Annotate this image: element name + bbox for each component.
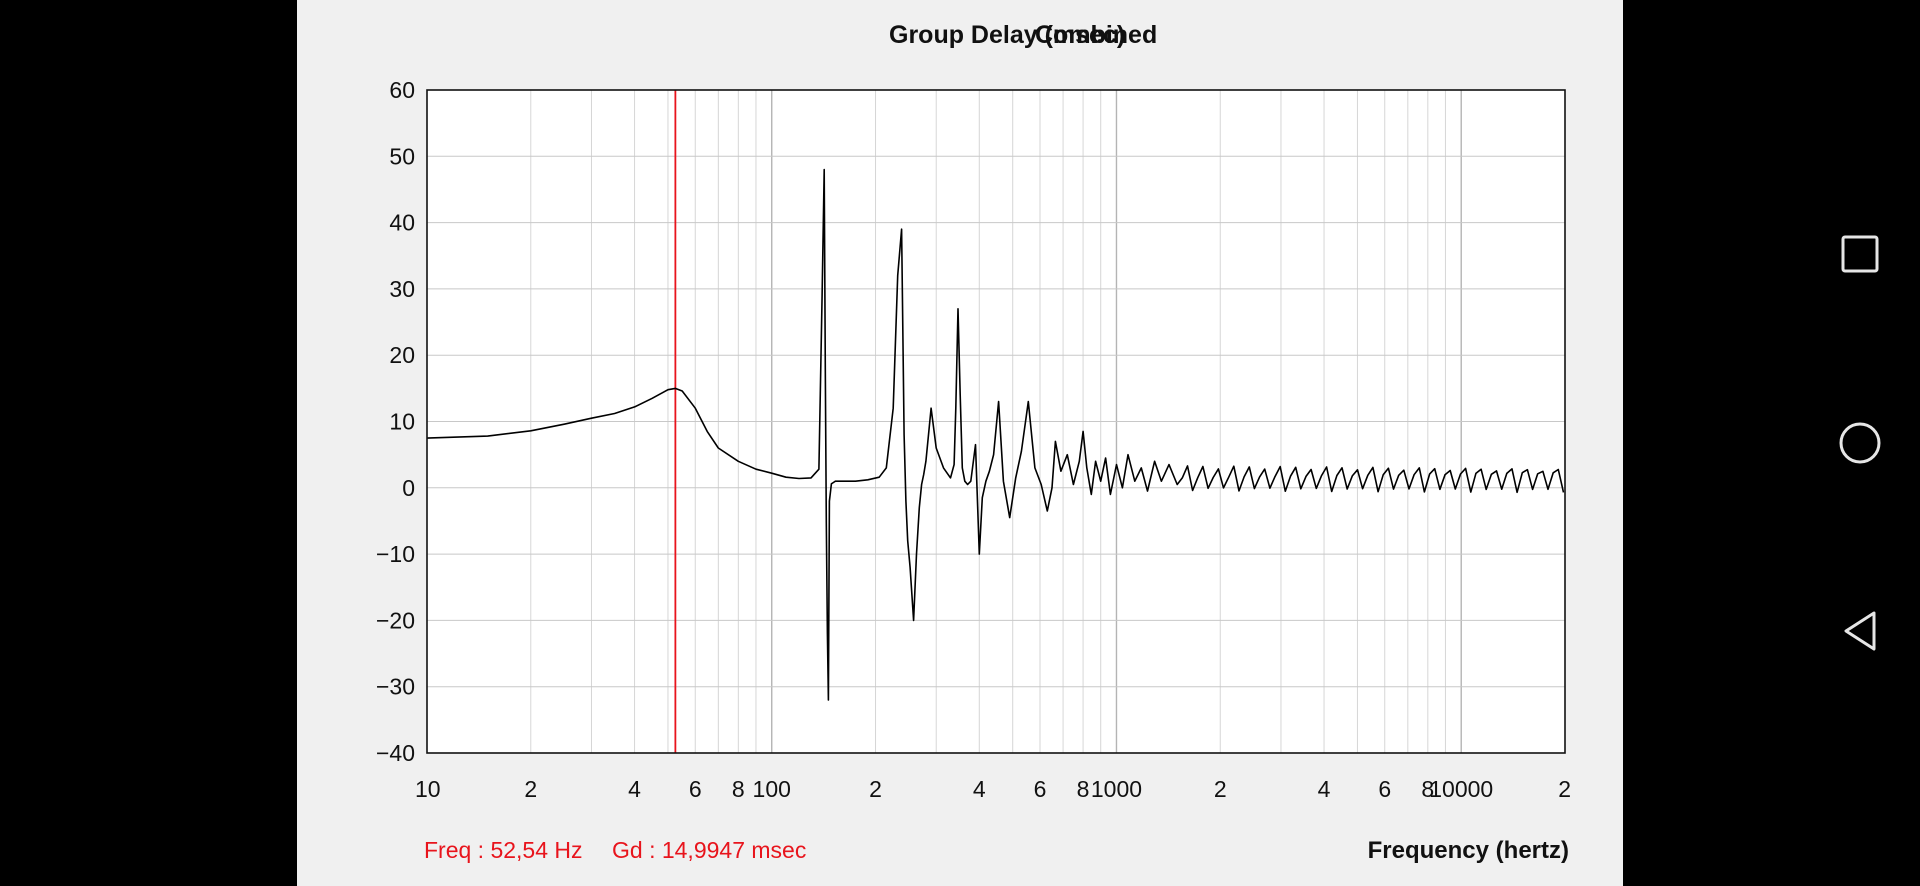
x-tick-label: 6 [1378,776,1391,802]
y-tick-label: −40 [376,740,415,766]
x-tick-label: 10 [415,776,441,802]
cursor-gd-readout: Gd : 14,9947 msec [612,837,806,863]
series-layer [426,168,1565,701]
x-tick-label: 10000 [1429,776,1493,802]
square-icon [1841,235,1879,273]
y-tick-label: −30 [376,674,415,700]
y-tick-label: 60 [389,77,415,103]
x-tick-label: 8 [1421,776,1434,802]
x-tick-label: 2 [1558,776,1571,802]
x-tick-label: 1000 [1091,776,1142,802]
system-nav-bar [1800,0,1920,886]
back-triangle-icon [1844,611,1876,651]
group-delay-chart: Group Delay (msec) Combined 605040302010… [376,21,1571,864]
back-button[interactable] [1832,603,1888,659]
y-tick-label: 20 [389,342,415,368]
plot-frame [426,89,1566,754]
x-tick-label: 2 [1214,776,1227,802]
circle-icon [1839,422,1881,464]
x-tick-label: 8 [1077,776,1090,802]
group-delay-series-line [426,168,1565,701]
y-tick-label: 40 [389,210,415,236]
y-tick-label: 50 [389,143,415,169]
y-tick-label: 10 [389,409,415,435]
cursor-freq-readout: Freq : 52,54 Hz [424,837,583,863]
y-tick-label: 30 [389,276,415,302]
plot-window: Group Delay (msec) Combined 60 50 40 30 20 10… [297,0,1623,886]
chart-subtitle: Combined [1035,21,1157,49]
x-tick-label: 4 [973,776,986,802]
x-axis-label: Frequency (hertz) [1368,837,1569,864]
x-tick-label: 4 [628,776,641,802]
recent-apps-button[interactable] [1832,226,1888,282]
y-gridlines [427,155,1565,688]
x-tick-label: 4 [1318,776,1331,802]
x-tick-label: 100 [753,776,791,802]
y-tick-label: −20 [376,607,415,633]
x-tick-label: 6 [689,776,702,802]
home-button[interactable] [1832,415,1888,471]
chart-title: Group Delay (msec) [889,21,1125,49]
x-tick-label: 6 [1034,776,1047,802]
x-tick-label: 2 [524,776,537,802]
x-tick-label: 8 [732,776,745,802]
y-tick-label: 0 [402,475,415,501]
y-tick-labels: 60 50 40 30 20 10 0 −10 −20 −30 −40 [376,77,415,766]
y-tick-label: −10 [376,541,415,567]
x-tick-label: 2 [869,776,882,802]
